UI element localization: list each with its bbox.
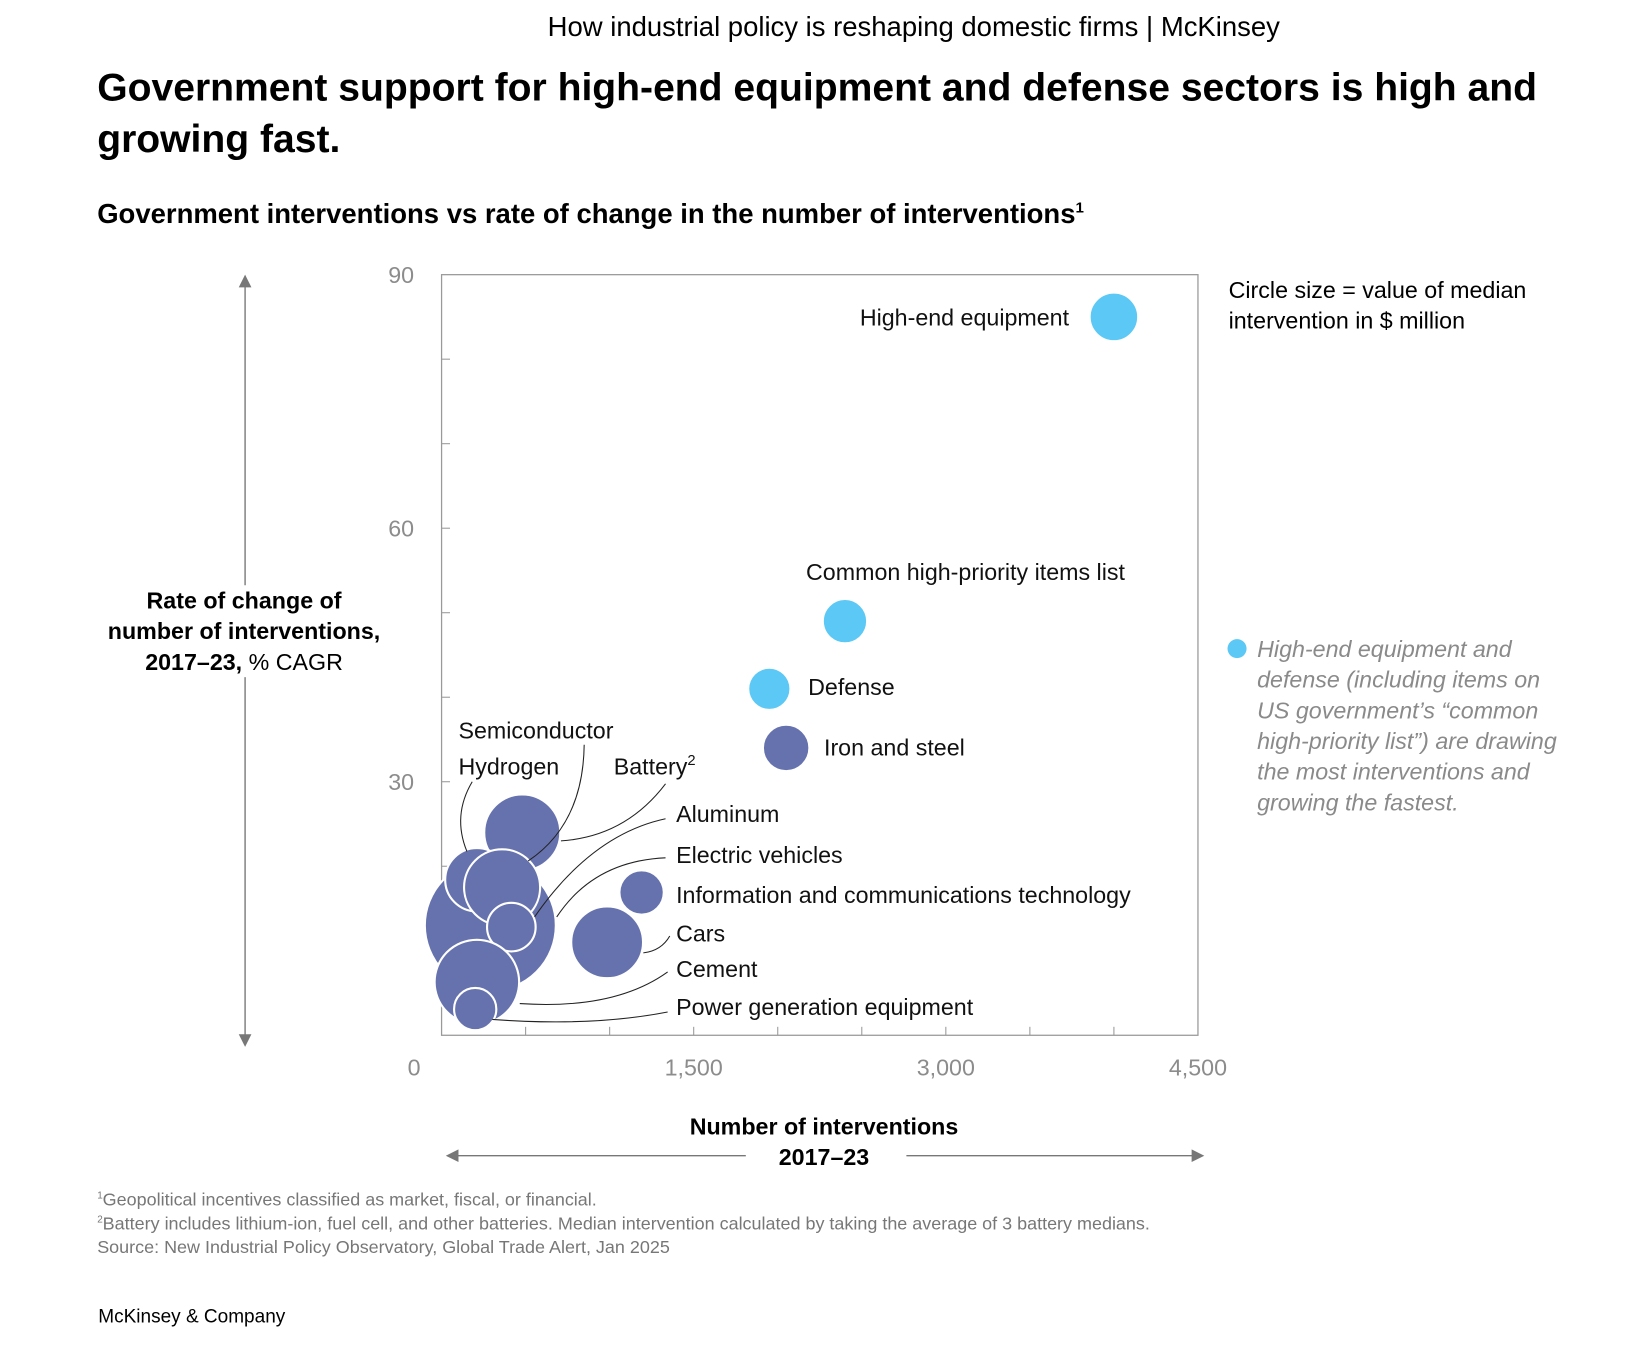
label-electric-vehicles: Electric vehicles (676, 842, 843, 868)
y-tick-label: 60 (388, 516, 414, 542)
label-power-generation-equipment: Power generation equipment (676, 994, 974, 1020)
arrow-up-icon (238, 274, 252, 288)
x-tick-label: 0 (408, 1054, 421, 1080)
footnote-marker: 2 (687, 753, 695, 769)
footnote-1: 1Geopolitical incentives classified as m… (97, 1190, 597, 1211)
y-axis-label: Rate of change of number of intervention… (105, 585, 383, 678)
x-axis-label: Number of interventions 2017–23 (613, 1111, 1036, 1172)
leader-line-cars (643, 935, 671, 954)
arrow-left-icon (445, 1149, 459, 1163)
leader-line-aluminum (534, 818, 666, 918)
footnote-text: Geopolitical incentives classified as ma… (102, 1189, 597, 1210)
leader-line-hydrogen (460, 781, 473, 852)
label-hydrogen: Hydrogen (458, 753, 559, 779)
subtitle-text: Government interventions vs rate of chan… (97, 197, 1076, 230)
leader-line-power-generation-equipment (492, 1011, 668, 1023)
bubble-power-generation-equipment (453, 986, 498, 1032)
plot-frame (440, 274, 1199, 1036)
arrow-right-icon (1191, 1149, 1205, 1163)
x-tick-label: 3,000 (917, 1054, 975, 1080)
y-tick-label: 30 (388, 769, 414, 795)
label-cement: Cement (676, 956, 758, 982)
bubble-iron-and-steel (761, 723, 811, 773)
x-tick-label: 1,500 (665, 1054, 723, 1080)
footnote-2: 2Battery includes lithium-ion, fuel cell… (97, 1214, 1150, 1235)
label-high-end-equipment: High-end equipment (860, 304, 1070, 330)
bubble-cars (570, 905, 645, 980)
label-battery: Battery2 (614, 753, 696, 780)
highlight-legend-dot (1227, 639, 1247, 659)
arrow-down-icon (238, 1034, 252, 1047)
size-legend-line: intervention in $ million (1228, 307, 1465, 334)
chart-title: Government support for high-end equipmen… (97, 65, 1538, 161)
x-tick-label: 4,500 (1169, 1054, 1227, 1080)
leader-line-battery (560, 783, 666, 842)
size-legend: Circle size = value of median interventi… (1229, 275, 1527, 336)
leader-line-semiconductor (527, 744, 585, 862)
x-axis-label-line2: 2017–23 (778, 1144, 870, 1171)
y-axis-label-unit: % CAGR (242, 648, 343, 676)
label-iron-and-steel: Iron and steel (824, 734, 965, 760)
label-defense: Defense (808, 674, 895, 700)
chart-subtitle: Government interventions vs rate of chan… (97, 198, 1084, 231)
subtitle-footnote-marker: 1 (1075, 200, 1084, 217)
y-axis-label-bold: Rate of change of number of intervention… (107, 587, 381, 676)
label-information-and-communications-technology: Information and communications technolog… (676, 882, 1131, 908)
page-header: How industrial policy is reshaping domes… (547, 10, 1280, 43)
label-semiconductor: Semiconductor (458, 717, 613, 743)
leader-line-electric-vehicles (556, 857, 666, 918)
x-axis-label-line1: Number of interventions (689, 1113, 959, 1140)
source-text: Source: New Industrial Policy Observator… (97, 1237, 670, 1258)
source-note: Source: New Industrial Policy Observator… (97, 1237, 670, 1258)
bubble-high-end-equipment (1088, 291, 1140, 343)
footnote-text: Battery includes lithium-ion, fuel cell,… (102, 1213, 1150, 1234)
highlight-note: High-end equipment and defense (includin… (1257, 635, 1557, 816)
label-cars: Cars (676, 920, 725, 946)
label-aluminum: Aluminum (676, 801, 779, 827)
size-legend-line: Circle size = value of median (1228, 276, 1527, 304)
bubble-defense (747, 666, 792, 711)
bubble-information-and-communications-technology (618, 869, 665, 916)
leader-line-cement (519, 971, 668, 1006)
label-common-high-priority-items-list: Common high-priority items list (806, 559, 1125, 585)
bubble-common-high-priority-items-list (821, 597, 869, 645)
footnote-marker: 2 (97, 1214, 103, 1225)
bubble-aluminum (485, 901, 537, 953)
footnote-marker: 1 (97, 1189, 103, 1201)
y-tick-label: 90 (388, 262, 414, 288)
brand-logo-text: McKinsey & Company (98, 1305, 286, 1327)
